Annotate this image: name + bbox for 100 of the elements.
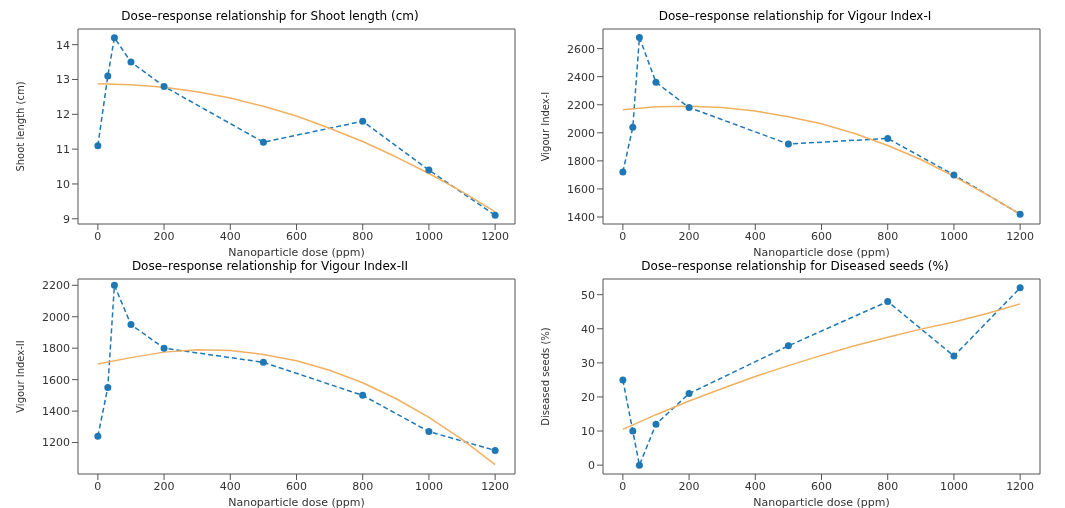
point: [1016, 210, 1024, 218]
line-series: [622, 303, 1021, 431]
y-tick-label: 10: [56, 177, 70, 191]
x-tick-label: 0: [94, 479, 102, 493]
point: [685, 104, 693, 112]
point: [629, 427, 637, 435]
x-tick-label: 200: [153, 229, 175, 243]
x-tick-label: 1000: [939, 229, 968, 243]
y-tick-label: 2600: [567, 42, 595, 56]
point: [110, 281, 118, 289]
y-tick-label: 11: [56, 143, 70, 157]
point: [950, 352, 958, 360]
point: [259, 138, 267, 146]
x-tick-label: 200: [678, 229, 700, 243]
point: [94, 142, 102, 150]
x-tick-label: 1200: [481, 479, 510, 493]
y-axis-title: Shoot length (cm): [14, 81, 26, 172]
x-tick-label: 1000: [414, 229, 443, 243]
y-tick-label: 20: [581, 390, 595, 404]
x-tick-label: 200: [678, 479, 700, 493]
y-axis-title: Vigour Index-II: [14, 340, 26, 413]
x-tick-label: 400: [219, 229, 241, 243]
point: [652, 78, 660, 86]
x-axis-title: Nanoparticle dose (ppm): [228, 246, 365, 259]
y-tick-label: 2200: [567, 98, 595, 112]
x-tick-label: 400: [744, 229, 766, 243]
point: [685, 390, 693, 398]
point: [635, 461, 643, 469]
point: [619, 376, 627, 384]
point: [259, 358, 267, 366]
point: [160, 344, 168, 352]
point: [629, 123, 637, 131]
x-tick-label: 600: [286, 229, 307, 243]
point: [784, 342, 792, 350]
x-tick-label: 400: [219, 479, 241, 493]
point: [160, 82, 168, 90]
x-tick-label: 600: [811, 479, 832, 493]
point: [359, 391, 367, 399]
y-tick-label: 10: [581, 424, 595, 438]
point: [425, 166, 433, 174]
x-tick-label: 800: [877, 479, 899, 493]
point: [652, 420, 660, 428]
point: [110, 34, 118, 42]
y-tick-label: 1800: [567, 154, 595, 168]
point: [104, 384, 112, 392]
y-tick-label: 1600: [42, 373, 70, 387]
point: [425, 428, 433, 436]
point: [127, 321, 135, 329]
x-tick-label: 400: [744, 479, 766, 493]
y-tick-label: 12: [56, 108, 70, 122]
x-tick-label: 600: [811, 229, 832, 243]
x-tick-label: 0: [619, 229, 627, 243]
chart-title: Dose–response relationship for Vigour Index-II: [130, 258, 410, 274]
x-tick-label: 600: [286, 479, 307, 493]
y-tick-label: 2000: [567, 126, 595, 140]
point: [491, 211, 499, 219]
point: [104, 72, 112, 80]
y-tick-label: 1400: [567, 210, 595, 224]
point: [94, 432, 102, 440]
x-tick-label: 800: [877, 229, 899, 243]
y-tick-label: 2000: [42, 310, 70, 324]
y-axis-title: Diseased seeds (%): [539, 327, 551, 426]
x-axis-title: Nanoparticle dose (ppm): [753, 496, 890, 508]
y-tick-label: 9: [63, 212, 70, 226]
point: [619, 168, 627, 176]
y-tick-label: 13: [56, 73, 70, 87]
point: [359, 117, 367, 125]
x-tick-label: 200: [153, 479, 175, 493]
point: [127, 58, 135, 66]
y-tick-label: 0: [588, 459, 595, 473]
chart-title: Dose–response relationship for Vigour Index-I: [657, 8, 933, 24]
y-tick-label: 1600: [567, 182, 595, 196]
y-tick-label: 1400: [42, 405, 70, 418]
chart-title: Dose–response relationship for Shoot length (cm): [120, 8, 420, 24]
chart-title: Dose–response relationship for Diseased seeds (%): [640, 258, 950, 274]
point: [884, 298, 892, 305]
y-tick-label: 1800: [42, 342, 70, 356]
y-axis-title: Vigour Index-I: [539, 91, 551, 162]
x-tick-label: 1000: [414, 479, 443, 493]
y-tick-label: 1200: [42, 436, 70, 450]
y-tick-label: 50: [581, 288, 595, 302]
y-tick-label: 30: [581, 356, 595, 370]
x-tick-label: 1200: [1006, 229, 1035, 243]
y-tick-label: 2400: [567, 70, 595, 84]
y-tick-label: 2200: [42, 279, 70, 293]
x-tick-label: 800: [352, 229, 374, 243]
x-axis-title: Nanoparticle dose (ppm): [228, 496, 365, 508]
point: [1016, 284, 1024, 292]
x-axis-title: Nanoparticle dose (ppm): [753, 246, 890, 259]
point: [491, 446, 499, 454]
y-tick-label: 14: [56, 38, 70, 52]
x-tick-label: 0: [94, 229, 102, 243]
x-tick-label: 1200: [481, 229, 510, 243]
point: [635, 33, 643, 41]
y-tick-label: 40: [581, 322, 595, 336]
point: [784, 140, 792, 148]
x-tick-label: 1000: [939, 479, 968, 493]
x-tick-label: 0: [619, 479, 627, 493]
point: [950, 171, 958, 179]
point: [884, 134, 892, 142]
